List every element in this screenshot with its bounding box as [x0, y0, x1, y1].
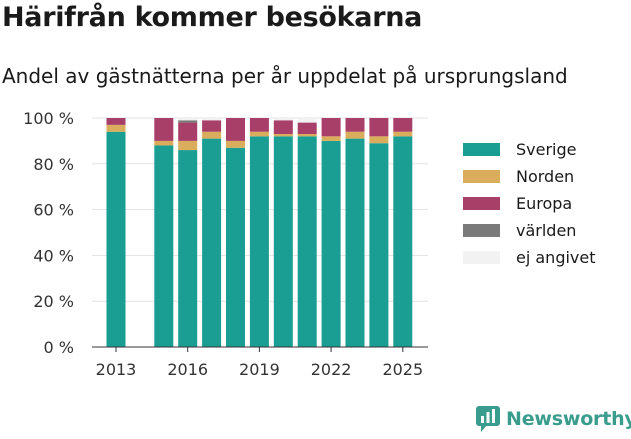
y-tick-label: 0 % [44, 338, 74, 357]
bar-segment-Europa-2021 [297, 122, 317, 135]
bar-segment-Sverige-2025 [393, 136, 413, 347]
chart-title: Härifrån kommer besökarna [2, 2, 423, 33]
newsworthy-logo: Newsworthy [476, 406, 631, 432]
bar-segment-Sverige-2021 [297, 136, 317, 347]
bar-segment-Europa-2025 [393, 118, 413, 132]
bar-segment-Norden-2024 [369, 136, 389, 144]
bar-segment-Sverige-2022 [321, 140, 341, 347]
bar-segment-Norden-2025 [393, 131, 413, 137]
legend-swatch [463, 143, 500, 156]
y-tick-label: 80 % [33, 155, 74, 174]
legend-label: Norden [516, 167, 575, 186]
bar-segment-ej-angivet-2020 [273, 118, 293, 121]
bar-chart-speech-bubble-icon [476, 406, 500, 432]
x-tick-label: 2013 [96, 360, 137, 379]
legend-item-ej-angivet: ej angivet [463, 244, 596, 271]
y-tick-label: 60 % [33, 201, 74, 220]
legend-swatch [463, 170, 500, 183]
bar-segment-Norden-2013 [106, 124, 126, 132]
bar-segment-ej-angivet-2021 [297, 118, 317, 123]
bar-segment-Norden-2019 [249, 131, 269, 137]
bar-segment-Europa-2022 [321, 118, 341, 137]
legend-item-världen: världen [463, 217, 596, 244]
bar-segment-Sverige-2020 [273, 136, 293, 347]
y-tick-label: 40 % [33, 246, 74, 265]
y-tick-label: 100 % [23, 109, 74, 128]
bar-segment-Sverige-2024 [369, 143, 389, 347]
x-tick-label: 2016 [167, 360, 208, 379]
bar-segment-Sverige-2019 [249, 136, 269, 347]
x-tick-label: 2022 [311, 360, 352, 379]
legend-item-Sverige: Sverige [463, 136, 596, 163]
bar-segment-Norden-2020 [273, 134, 293, 137]
bar-segment-Sverige-2023 [345, 138, 365, 347]
bar-segment-Norden-2023 [345, 131, 365, 139]
bar-segment-Europa-2017 [202, 120, 222, 132]
bar-segment-Europa-2016 [178, 122, 198, 141]
bar-segment-Europa-2015 [154, 118, 174, 141]
bar-segment-världen-2016 [178, 120, 198, 123]
bar-segment-Europa-2019 [249, 118, 269, 132]
legend-swatch [463, 224, 500, 237]
brand-name: Newsworthy [506, 408, 631, 430]
bar-segment-Norden-2015 [154, 140, 174, 146]
bar-segment-Europa-2020 [273, 120, 293, 135]
bar-segment-Europa-2024 [369, 118, 389, 137]
legend-label: ej angivet [516, 248, 596, 267]
bar-segment-ej-angivet-2017 [202, 118, 222, 121]
legend-item-Norden: Norden [463, 163, 596, 190]
bar-segment-Sverige-2015 [154, 145, 174, 347]
bar-segment-Sverige-2018 [226, 147, 245, 347]
x-tick-label: 2025 [382, 360, 423, 379]
legend-label: världen [516, 221, 577, 240]
bar-segment-Europa-2018 [226, 118, 245, 141]
bar-segment-ej-angivet-2016 [178, 118, 198, 121]
bar-segment-Sverige-2016 [178, 150, 198, 347]
bar-segment-Norden-2021 [297, 134, 317, 137]
x-tick-label: 2019 [239, 360, 280, 379]
legend-label: Sverige [516, 140, 577, 159]
legend-swatch [463, 197, 500, 210]
y-tick-label: 20 % [33, 292, 74, 311]
chart-subtitle: Andel av gästnätterna per år uppdelat på… [2, 64, 568, 88]
bar-segment-Norden-2017 [202, 131, 222, 139]
bar-segment-Norden-2022 [321, 136, 341, 141]
bar-segment-Sverige-2017 [202, 138, 222, 347]
legend-swatch [463, 251, 500, 264]
bar-segment-Sverige-2013 [106, 131, 126, 347]
chart-legend: Sverige Norden Europa världen ej angivet [463, 136, 596, 271]
legend-label: Europa [516, 194, 573, 213]
bar-segment-Norden-2018 [226, 140, 245, 148]
bar-segment-Norden-2016 [178, 140, 198, 151]
bar-segment-Europa-2023 [345, 118, 365, 132]
bar-segment-Europa-2013 [106, 118, 126, 125]
legend-item-Europa: Europa [463, 190, 596, 217]
